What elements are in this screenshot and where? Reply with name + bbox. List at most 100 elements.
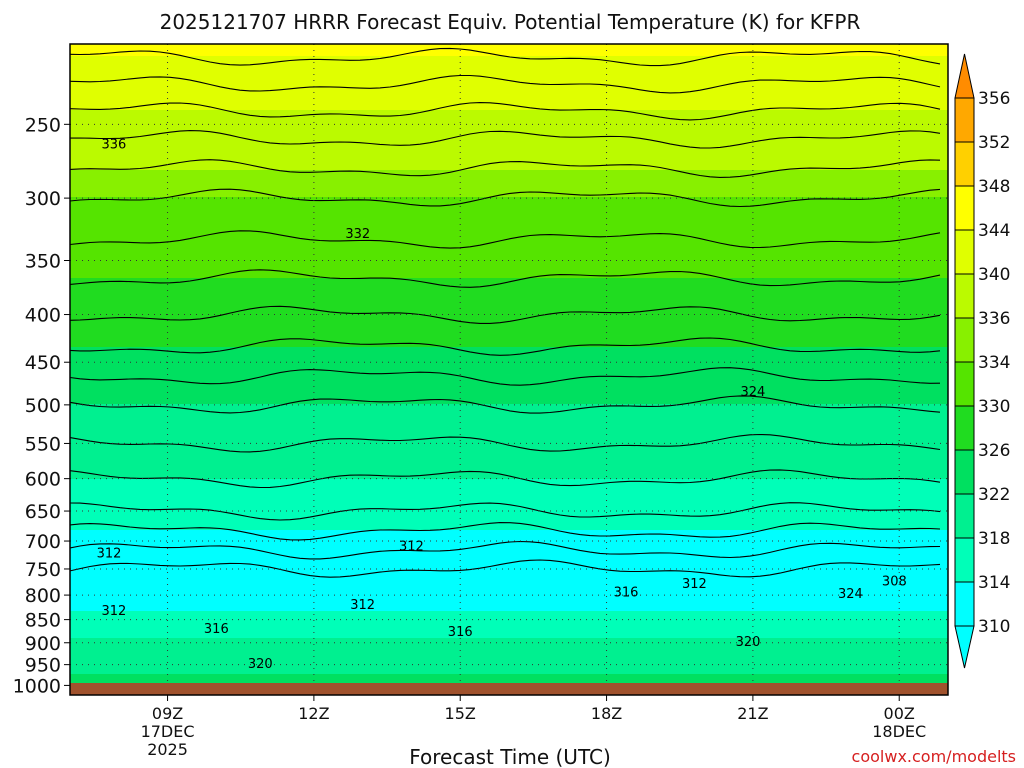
color-band [70, 536, 948, 540]
color-band [70, 149, 948, 153]
color-band [70, 188, 948, 192]
color-band [70, 98, 948, 102]
contour-label: 316 [614, 586, 639, 601]
color-band [70, 554, 948, 558]
color-band [70, 65, 948, 69]
color-band [70, 632, 948, 636]
color-band [70, 326, 948, 330]
contour-line [70, 230, 941, 249]
color-band [70, 44, 948, 48]
colorbar-label: 314 [978, 573, 1010, 593]
color-band [70, 665, 948, 669]
color-band [70, 338, 948, 342]
color-band [70, 506, 948, 510]
color-band [70, 281, 948, 285]
x-tick-label: 09Z [152, 704, 183, 723]
color-band [70, 56, 948, 60]
color-band [70, 434, 948, 438]
color-band [70, 287, 948, 291]
color-band [70, 656, 948, 660]
color-band [70, 233, 948, 237]
color-band [70, 164, 948, 168]
color-band [70, 245, 948, 249]
color-band [70, 293, 948, 297]
color-band [70, 638, 948, 642]
contour-line [70, 102, 941, 121]
contour-line [70, 559, 941, 578]
color-band [70, 392, 948, 396]
contour-line [70, 47, 941, 67]
color-band [70, 608, 948, 612]
color-band [70, 92, 948, 96]
contour-line [70, 74, 941, 94]
color-band [70, 359, 948, 363]
contour-line [70, 188, 941, 208]
color-band [70, 116, 948, 120]
color-band [70, 386, 948, 390]
color-band [70, 68, 948, 72]
color-band [70, 488, 948, 492]
color-band [70, 170, 948, 174]
colorbar-extend-top [954, 53, 975, 99]
contour-label: 312 [399, 540, 424, 555]
color-band [70, 140, 948, 144]
y-tick-label: 650 [25, 501, 61, 523]
color-band [70, 323, 948, 327]
color-band [70, 605, 948, 609]
color-band [70, 581, 948, 585]
color-band [70, 380, 948, 384]
color-band [70, 80, 948, 84]
colorbar-label: 356 [978, 89, 1010, 109]
color-band [70, 182, 948, 186]
x-tick-label: 2025 [147, 740, 188, 759]
color-band [70, 356, 948, 360]
color-band [70, 662, 948, 666]
color-band [70, 215, 948, 219]
color-band [70, 653, 948, 657]
color-band [70, 143, 948, 147]
color-band [70, 89, 948, 93]
contour-label: 320 [248, 657, 273, 672]
color-band [70, 515, 948, 519]
color-band [70, 365, 948, 369]
x-tick-label: 18Z [591, 704, 622, 723]
contour-line [70, 433, 941, 453]
color-band [70, 341, 948, 345]
x-tick-label: 12Z [298, 704, 329, 723]
color-band [70, 569, 948, 573]
colorbar-label: 344 [978, 221, 1010, 241]
color-band [70, 50, 948, 54]
contour-line [70, 305, 941, 324]
color-band [70, 413, 948, 417]
color-band [70, 248, 948, 252]
y-tick-label: 500 [25, 395, 61, 417]
color-band [70, 428, 948, 432]
x-tick-label: 21Z [737, 704, 768, 723]
color-band [70, 368, 948, 372]
colorbar-segment [955, 230, 974, 275]
color-band [70, 362, 948, 366]
color-band [70, 218, 948, 222]
colorbar-label: 318 [978, 529, 1010, 549]
color-band [70, 173, 948, 177]
color-band [70, 578, 948, 582]
color-band [70, 659, 948, 663]
colorbar-label: 322 [978, 485, 1010, 505]
color-band [70, 302, 948, 306]
color-band [70, 410, 948, 414]
color-band [70, 371, 948, 375]
color-band [70, 620, 948, 624]
color-band [70, 644, 948, 648]
colorbar-label: 310 [978, 617, 1010, 637]
y-tick-label: 350 [25, 251, 61, 273]
color-band [70, 47, 948, 51]
credit-text: coolwx.com/modelts [852, 747, 1016, 766]
color-band [70, 407, 948, 411]
colorbar-label: 348 [978, 177, 1010, 197]
color-band [70, 278, 948, 282]
colorbar-segment [955, 450, 974, 495]
contour-label: 316 [204, 622, 229, 637]
color-band [70, 275, 948, 279]
color-band [70, 227, 948, 231]
color-band [70, 242, 948, 246]
